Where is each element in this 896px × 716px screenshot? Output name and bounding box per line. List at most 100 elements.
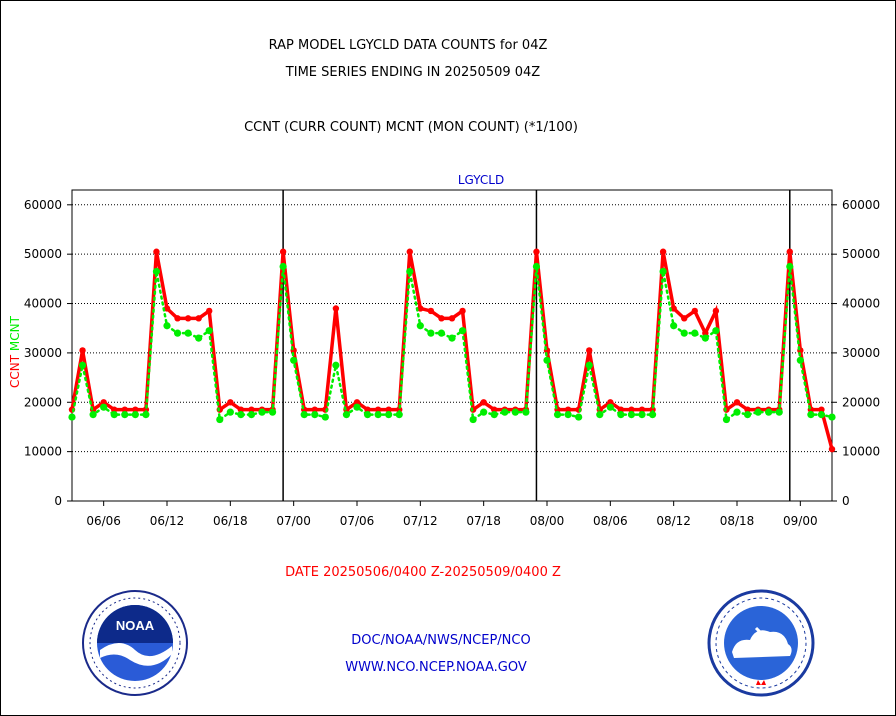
data-point-mcnt xyxy=(268,408,277,416)
data-point-ccnt xyxy=(174,315,181,322)
y-tick-label-right: 20000 xyxy=(842,395,880,409)
date-range-label: DATE 20250506/0400 Z-20250509/0400 Z xyxy=(285,565,561,580)
data-point-ccnt xyxy=(438,315,445,322)
data-point-mcnt xyxy=(765,408,773,416)
y-tick-label-left: 0 xyxy=(54,494,62,508)
data-point-ccnt xyxy=(184,315,192,322)
data-point-ccnt xyxy=(111,406,118,413)
data-point-mcnt xyxy=(427,329,435,337)
data-point-mcnt xyxy=(332,361,340,369)
data-point-mcnt xyxy=(395,411,403,419)
data-point-ccnt xyxy=(374,406,382,413)
data-point-ccnt xyxy=(670,305,677,312)
data-point-ccnt xyxy=(586,347,593,354)
y-axis-label: CCNT MCNT xyxy=(8,315,22,388)
x-tick-label: 06/06 xyxy=(86,514,121,528)
data-point-mcnt xyxy=(406,267,414,276)
data-point-mcnt xyxy=(828,413,836,421)
data-point-mcnt xyxy=(701,334,709,342)
data-point-ccnt xyxy=(353,399,361,406)
data-point-ccnt xyxy=(100,399,107,406)
data-point-mcnt xyxy=(754,408,762,416)
data-point-mcnt xyxy=(437,329,446,337)
data-point-mcnt xyxy=(142,411,150,419)
noaa-logo: NOAA xyxy=(82,590,188,696)
data-point-mcnt xyxy=(575,413,583,421)
data-point-ccnt xyxy=(818,406,825,413)
data-point-ccnt xyxy=(227,399,234,406)
data-point-mcnt xyxy=(300,411,308,419)
data-point-mcnt xyxy=(786,262,794,271)
data-point-mcnt xyxy=(722,415,731,424)
data-point-ccnt xyxy=(279,248,287,255)
data-point-mcnt xyxy=(321,413,329,421)
data-point-mcnt xyxy=(184,329,192,337)
data-point-ccnt xyxy=(406,248,413,255)
plot-frame xyxy=(71,189,833,502)
data-point-ccnt xyxy=(153,248,160,255)
url-label: WWW.NCO.NCEP.NOAA.GOV xyxy=(345,660,527,675)
y-tick-label-left: 50000 xyxy=(24,247,62,261)
y-tick-label-right: 50000 xyxy=(842,247,880,261)
y-axis-label-ccnt: CCNT xyxy=(8,354,22,388)
data-point-ccnt xyxy=(712,307,720,315)
data-point-mcnt xyxy=(564,411,572,419)
data-point-ccnt xyxy=(744,406,751,413)
y-axis-label-mcnt: MCNT xyxy=(8,315,22,355)
data-point-mcnt xyxy=(585,361,593,369)
data-point-mcnt xyxy=(712,327,720,335)
y-tick-label-left: 20000 xyxy=(24,395,62,409)
data-point-ccnt xyxy=(564,406,572,413)
y-tick-label-left: 30000 xyxy=(24,346,62,360)
data-point-mcnt xyxy=(522,408,530,416)
data-point-mcnt xyxy=(121,411,129,419)
data-point-mcnt xyxy=(195,334,203,342)
data-point-mcnt xyxy=(226,408,234,416)
data-point-mcnt xyxy=(100,403,108,411)
data-point-ccnt xyxy=(828,445,836,453)
data-point-ccnt xyxy=(617,406,625,413)
data-point-mcnt xyxy=(469,415,477,424)
data-point-mcnt xyxy=(237,411,245,419)
data-point-mcnt xyxy=(279,262,287,271)
y-tick-label-right: 30000 xyxy=(842,346,880,360)
data-point-mcnt xyxy=(205,327,213,335)
data-point-ccnt xyxy=(702,329,709,337)
data-point-mcnt xyxy=(163,322,171,330)
data-point-mcnt xyxy=(290,356,298,364)
data-point-ccnt xyxy=(132,406,139,413)
data-point-mcnt xyxy=(152,267,161,276)
y-tick-label-left: 40000 xyxy=(24,297,62,311)
data-point-mcnt xyxy=(78,361,87,369)
data-point-mcnt xyxy=(131,411,139,419)
data-point-ccnt xyxy=(448,315,456,322)
y-tick-label-left: 60000 xyxy=(24,198,62,212)
chart-title-line1: RAP MODEL LGYCLD DATA COUNTS for 04Z xyxy=(268,38,548,53)
data-point-mcnt xyxy=(416,322,424,330)
data-point-ccnt xyxy=(681,315,688,322)
data-point-mcnt xyxy=(216,415,224,424)
org-label: DOC/NOAA/NWS/NCEP/NCO xyxy=(351,633,531,648)
data-point-ccnt xyxy=(607,399,614,406)
panel-title: LGYCLD xyxy=(458,173,504,187)
data-point-mcnt xyxy=(627,411,636,419)
y-tick-label-right: 40000 xyxy=(842,297,880,311)
data-point-ccnt xyxy=(733,399,741,406)
x-tick-label: 08/12 xyxy=(656,514,691,528)
chart-subtitle: CCNT (CURR COUNT) MCNT (MON COUNT) (*1/1… xyxy=(244,120,578,135)
nws-logo xyxy=(707,589,815,697)
data-point-ccnt xyxy=(417,305,424,312)
data-point-mcnt xyxy=(553,411,562,419)
data-point-mcnt xyxy=(796,356,804,364)
data-point-ccnt xyxy=(206,307,213,315)
data-point-mcnt xyxy=(743,411,752,419)
y-tick-label-right: 10000 xyxy=(842,445,880,459)
y-tick-label-right: 0 xyxy=(842,494,850,508)
data-point-mcnt xyxy=(532,262,541,271)
data-point-ccnt xyxy=(385,406,392,413)
data-point-ccnt xyxy=(427,307,435,315)
data-point-ccnt xyxy=(311,406,318,413)
x-tick-label: 08/18 xyxy=(720,514,755,528)
data-point-mcnt xyxy=(543,356,551,364)
